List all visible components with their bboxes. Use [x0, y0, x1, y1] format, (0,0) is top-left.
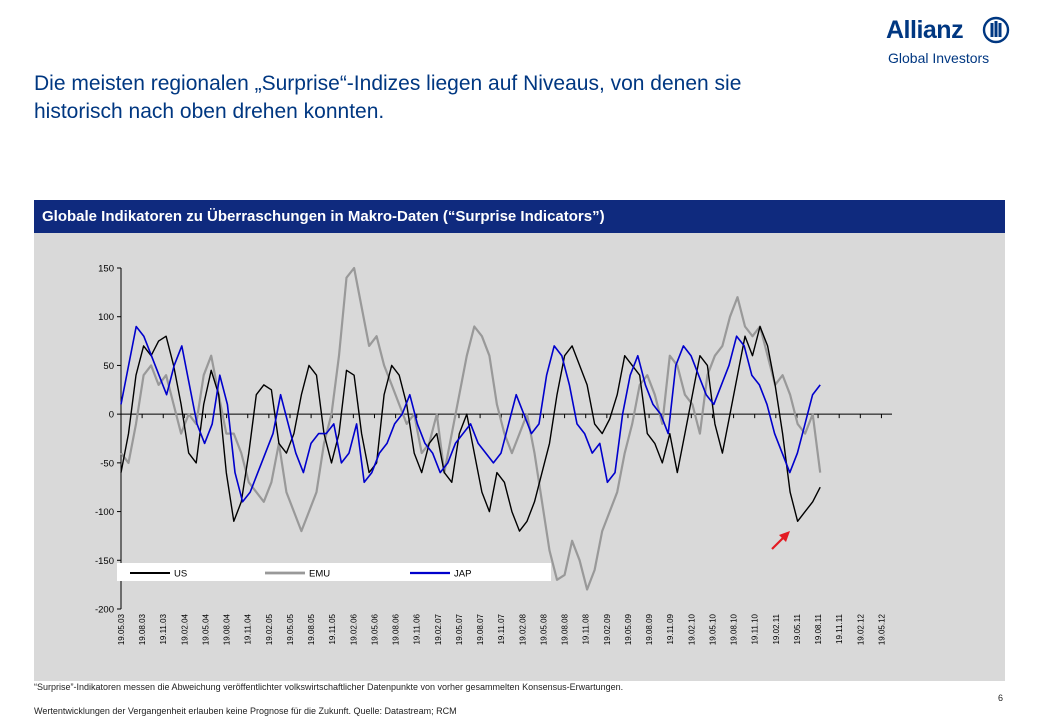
- series-jap-line: [120, 325, 821, 503]
- x-tick-label: 19.08.04: [223, 613, 232, 645]
- x-tick-label: 19.02.12: [856, 613, 865, 645]
- x-tick-label: 19.05.03: [117, 613, 126, 645]
- x-tick-label: 19.11.05: [328, 613, 337, 644]
- logo-sub-text: Global Investors: [888, 50, 990, 66]
- disclaimer: Wertentwicklungen der Vergangenheit erla…: [34, 706, 457, 716]
- x-tick-label: 19.11.08: [582, 613, 591, 644]
- allianz-logo: Allianz Global Investors: [880, 14, 1010, 70]
- legend-emu-label: EMU: [309, 569, 330, 580]
- x-tick-label: 19.02.05: [265, 613, 274, 645]
- x-tick-label: 19.08.05: [307, 613, 316, 645]
- x-tick-label: 19.02.04: [180, 613, 189, 645]
- series-emu-line: [120, 266, 822, 591]
- y-tick-label: 0: [109, 410, 114, 421]
- x-tick-label: 19.05.06: [370, 613, 379, 645]
- x-tick-label: 19.08.11: [814, 613, 823, 644]
- x-tick-label: 19.05.11: [793, 613, 802, 644]
- x-tick-label: 19.11.03: [159, 613, 168, 644]
- y-tick-label: -150: [95, 556, 114, 567]
- series-us-line: [120, 325, 821, 532]
- x-tick-label: 19.05.10: [708, 613, 717, 645]
- x-tick-label: 19.11.07: [497, 613, 506, 644]
- x-tick-label: 19.05.12: [877, 613, 886, 645]
- x-tick-label: 19.05.04: [201, 613, 210, 645]
- x-tick-label: 19.08.06: [392, 613, 401, 645]
- y-tick-label: -200: [95, 605, 114, 616]
- x-tick-label: 19.11.11: [835, 613, 844, 644]
- y-tick-label: -50: [100, 458, 114, 469]
- x-tick-label: 19.08.08: [561, 613, 570, 645]
- x-tick-label: 19.08.10: [730, 613, 739, 645]
- chart-banner: Globale Indikatoren zu Überraschungen in…: [34, 200, 1005, 233]
- x-tick-label: 19.11.04: [244, 613, 253, 644]
- x-tick-label: 19.05.05: [286, 613, 295, 645]
- x-tick-label: 19.02.06: [349, 613, 358, 645]
- chart-footnote: “Surprise”-Indikatoren messen die Abweic…: [34, 682, 624, 692]
- y-tick-label: 150: [98, 264, 114, 275]
- x-tick-label: 19.11.09: [666, 613, 675, 644]
- x-tick-label: 19.02.09: [603, 613, 612, 645]
- x-tick-label: 19.05.08: [539, 613, 548, 645]
- page-title: Die meisten regionalen „Surprise“-Indize…: [34, 72, 742, 123]
- y-tick-label: 50: [103, 361, 114, 372]
- x-tick-label: 19.11.06: [413, 613, 422, 644]
- x-tick-label: 19.05.07: [455, 613, 464, 645]
- legend-jap-label: JAP: [454, 569, 471, 580]
- legend-us-label: US: [174, 569, 187, 580]
- allianz-eagle-icon: [982, 16, 1010, 44]
- x-tick-label: 19.08.07: [476, 613, 485, 645]
- legend-box: [117, 563, 551, 581]
- x-tick-label: 19.02.08: [518, 613, 527, 645]
- chart-panel: 150 100 50 0 -50 -100 -150 -200 19.05.03 19.08.03…: [34, 233, 1005, 681]
- page-number: 6: [998, 693, 1004, 703]
- y-tick-label: 100: [98, 312, 114, 323]
- x-tick-label: 19.08.09: [645, 613, 654, 645]
- x-tick-label: 19.08.03: [138, 613, 147, 645]
- x-tick-label: 19.02.07: [434, 613, 443, 645]
- annotation-arrow-head: [779, 531, 790, 542]
- logo-brand-text: Allianz: [886, 16, 964, 44]
- y-tick-label: -100: [95, 507, 114, 518]
- x-tick-label: 19.02.11: [772, 613, 781, 644]
- x-tick-label: 19.02.10: [687, 613, 696, 645]
- x-tick-label: 19.05.09: [624, 613, 633, 645]
- x-tick-label: 19.11.10: [751, 613, 760, 644]
